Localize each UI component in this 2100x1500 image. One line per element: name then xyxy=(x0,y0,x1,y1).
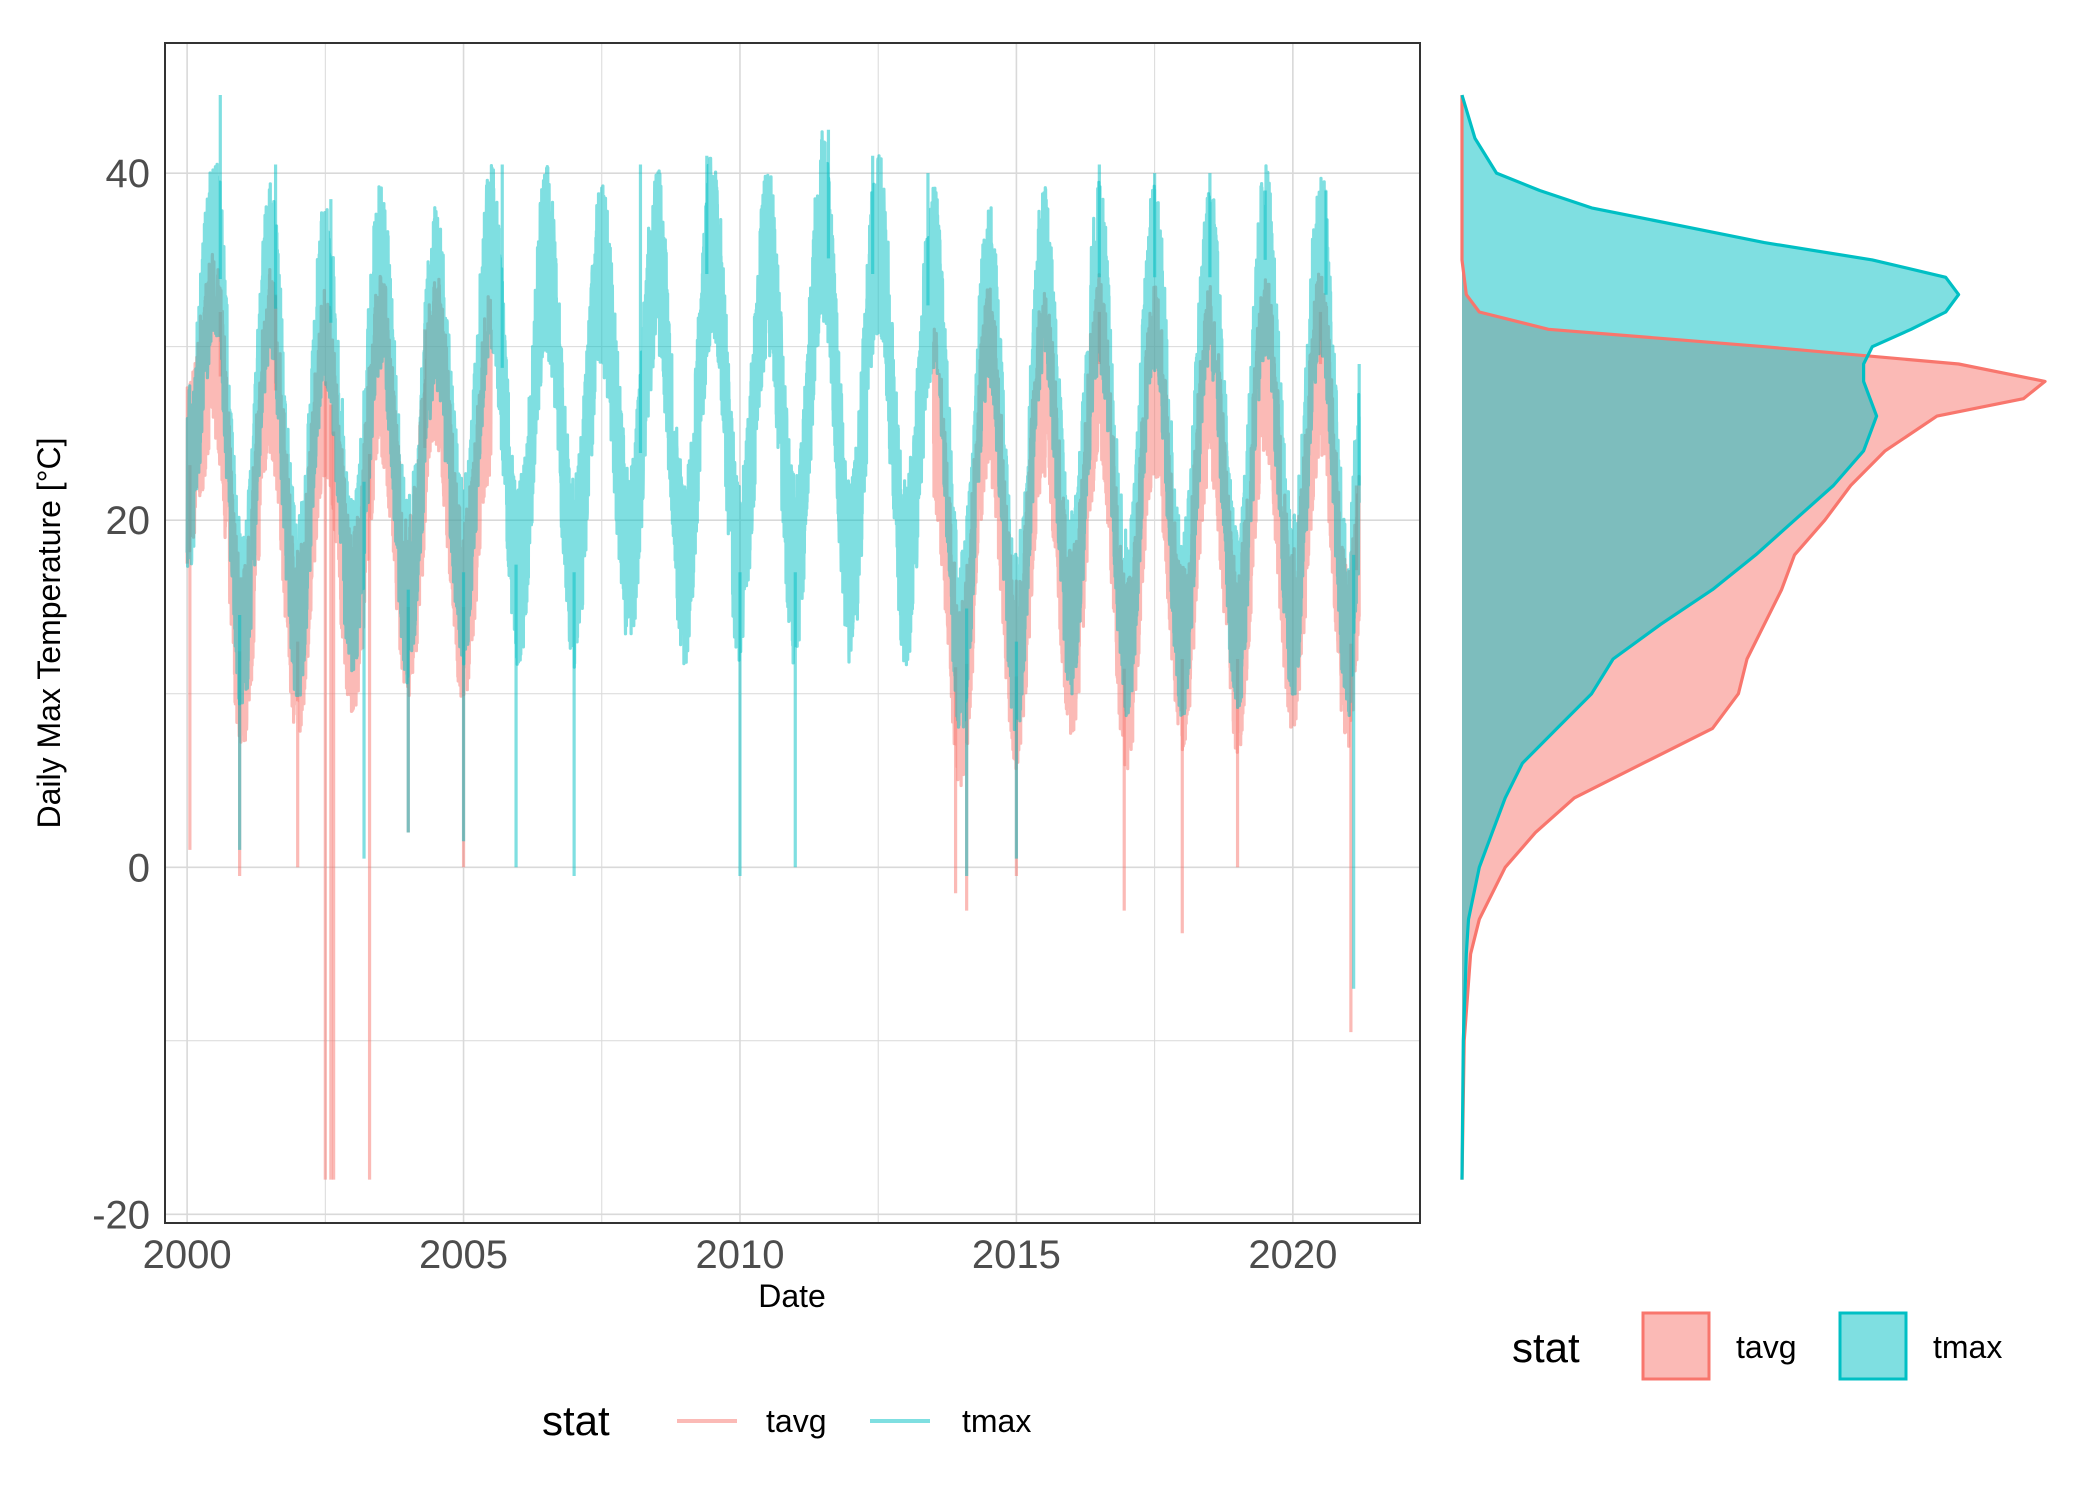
panel-border xyxy=(164,42,1421,1224)
density-legend-label-tmax: tmax xyxy=(1933,1329,2002,1365)
density-legend-title: stat xyxy=(1512,1324,1580,1371)
y-tick-label: 0 xyxy=(128,846,150,890)
x-tick-label: 2005 xyxy=(419,1233,508,1277)
x-tick-label: 2020 xyxy=(1248,1233,1337,1277)
density-layer xyxy=(1460,94,2047,1180)
series-tmax xyxy=(185,95,1361,989)
y-axis-label: Daily Max Temperature [°C] xyxy=(31,438,67,829)
density-legend: stat tavg tmax xyxy=(1512,1311,2002,1381)
density-legend-key-tmax xyxy=(1838,1311,1908,1381)
x-axis-label: Date xyxy=(758,1278,826,1314)
y-tick-label: 40 xyxy=(106,152,151,196)
time-series-panel: -20 0 20 40 2000 2005 2010 2015 2020 Daily Max … xyxy=(31,42,1421,1314)
density-outline-tavg xyxy=(1460,95,2047,1180)
legend-title: stat xyxy=(542,1397,610,1444)
x-tick-label: 2010 xyxy=(695,1233,784,1277)
density-panel xyxy=(1460,94,2047,1180)
y-tick-labels: -20 0 20 40 xyxy=(92,152,150,1237)
density-legend-key-tavg xyxy=(1641,1311,1711,1381)
density-legend-label-tavg: tavg xyxy=(1736,1329,1796,1365)
x-tick-label: 2000 xyxy=(143,1233,232,1277)
series-line-tmax xyxy=(185,130,1361,732)
y-tick-label: 20 xyxy=(106,499,151,543)
legend-label-tmax: tmax xyxy=(962,1403,1031,1439)
legend: stat tavg tmax xyxy=(542,1397,1031,1444)
x-tick-labels: 2000 2005 2010 2015 2020 xyxy=(143,1233,1338,1277)
y-tick-label: -20 xyxy=(92,1193,150,1237)
x-tick-label: 2015 xyxy=(972,1233,1061,1277)
series-layer xyxy=(185,95,1361,1180)
density-outline-tmax xyxy=(1460,94,1961,1180)
legend-label-tavg: tavg xyxy=(766,1403,826,1439)
density-area-tmax xyxy=(1462,95,1959,1180)
